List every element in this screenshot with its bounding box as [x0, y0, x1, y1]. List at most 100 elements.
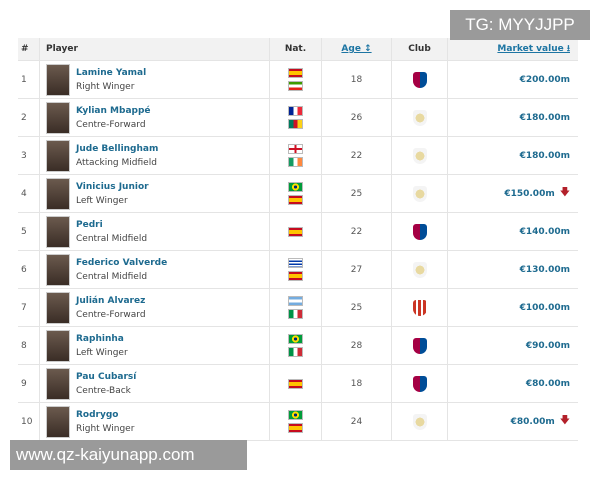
flag-italy-icon — [288, 309, 303, 319]
club-cell[interactable] — [392, 61, 448, 98]
market-value-link[interactable]: €200.00m — [519, 74, 570, 85]
flag-france-icon — [288, 106, 303, 116]
club-cell[interactable] — [392, 251, 448, 288]
player-avatar[interactable] — [46, 291, 70, 324]
rank: 9 — [18, 365, 40, 402]
player-position: Right Winger — [76, 423, 135, 434]
player-name-link[interactable]: Rodrygo — [76, 409, 119, 420]
flag-brazil-icon — [288, 410, 303, 420]
player-name-link[interactable]: Pau Cubarsí — [76, 371, 137, 382]
club-cell[interactable] — [392, 213, 448, 250]
nationality-cell — [270, 403, 322, 440]
market-value-cell: €130.00m — [448, 251, 578, 288]
player-cell: Kylian Mbappé Centre-Forward — [40, 99, 270, 136]
market-value-link[interactable]: €180.00m — [519, 112, 570, 123]
player-position: Centre-Back — [76, 385, 131, 396]
club-crest-barcelona-icon[interactable] — [412, 223, 427, 240]
player-avatar[interactable] — [46, 177, 70, 210]
age: 28 — [322, 327, 392, 364]
header-club: Club — [392, 38, 448, 60]
club-cell[interactable] — [392, 175, 448, 212]
rank: 4 — [18, 175, 40, 212]
club-crest-barcelona-icon[interactable] — [412, 375, 427, 392]
header-age[interactable]: Age ↕ — [322, 38, 392, 60]
flag-argentina-icon — [288, 296, 303, 306]
market-value-link[interactable]: €180.00m — [519, 150, 570, 161]
table-row: 2 Kylian Mbappé Centre-Forward 26 €180.0… — [18, 99, 578, 137]
age: 18 — [322, 61, 392, 98]
player-avatar[interactable] — [46, 63, 70, 96]
market-value-link[interactable]: €80.00m — [525, 378, 570, 389]
club-crest-barcelona-icon[interactable] — [412, 337, 427, 354]
club-cell[interactable] — [392, 137, 448, 174]
club-cell[interactable] — [392, 365, 448, 402]
sort-market-value-link[interactable]: Market value ⭳ — [497, 44, 570, 54]
market-value-cell: €80.00m — [448, 365, 578, 402]
arrow-down-icon: 🡇 — [559, 187, 570, 198]
player-position: Right Winger — [76, 81, 135, 92]
sort-age-link[interactable]: Age ↕ — [341, 44, 372, 54]
player-avatar[interactable] — [46, 329, 70, 362]
watermark-bottom: www.qz-kaiyunapp.com — [10, 440, 247, 470]
market-value-link[interactable]: €130.00m — [519, 264, 570, 275]
player-name-link[interactable]: Pedri — [76, 219, 103, 230]
age: 22 — [322, 213, 392, 250]
player-avatar[interactable] — [46, 215, 70, 248]
club-crest-real-madrid-icon[interactable] — [412, 109, 427, 126]
player-name-link[interactable]: Raphinha — [76, 333, 124, 344]
flag-spain-icon — [288, 378, 303, 389]
market-value-link[interactable]: €80.00m — [510, 416, 555, 427]
flag-spain-icon — [288, 271, 303, 281]
flag-spain-icon — [288, 68, 303, 78]
club-crest-barcelona-icon[interactable] — [412, 71, 427, 88]
age: 25 — [322, 175, 392, 212]
table-row: 7 Julián Alvarez Centre-Forward 25 €100.… — [18, 289, 578, 327]
player-name-link[interactable]: Federico Valverde — [76, 257, 168, 268]
player-name-link[interactable]: Jude Bellingham — [76, 143, 159, 154]
market-value-link[interactable]: €90.00m — [525, 340, 570, 351]
club-cell[interactable] — [392, 289, 448, 326]
flag-uruguay-icon — [288, 258, 303, 268]
player-avatar[interactable] — [46, 253, 70, 286]
club-cell[interactable] — [392, 327, 448, 364]
flag-spain-icon — [288, 226, 303, 237]
rank: 7 — [18, 289, 40, 326]
club-crest-real-madrid-icon[interactable] — [412, 147, 427, 164]
player-position: Left Winger — [76, 195, 128, 206]
player-name-link[interactable]: Julián Alvarez — [76, 295, 146, 306]
nationality-cell — [270, 213, 322, 250]
player-avatar[interactable] — [46, 405, 70, 438]
club-crest-real-madrid-icon[interactable] — [412, 413, 427, 430]
table-row: 5 Pedri Central Midfield 22 €140.00m — [18, 213, 578, 251]
flag-cameroon-icon — [288, 119, 303, 129]
club-cell[interactable] — [392, 403, 448, 440]
club-cell[interactable] — [392, 99, 448, 136]
market-value-link[interactable]: €100.00m — [519, 302, 570, 313]
player-name-link[interactable]: Vinicius Junior — [76, 181, 149, 192]
market-value-link[interactable]: €150.00m — [504, 188, 555, 199]
player-avatar[interactable] — [46, 101, 70, 134]
player-cell: Raphinha Left Winger — [40, 327, 270, 364]
rank: 5 — [18, 213, 40, 250]
rank: 3 — [18, 137, 40, 174]
rank: 1 — [18, 61, 40, 98]
header-market-value[interactable]: Market value ⭳ — [448, 38, 578, 60]
club-crest-real-madrid-icon[interactable] — [412, 261, 427, 278]
club-crest-real-madrid-icon[interactable] — [412, 185, 427, 202]
player-name-link[interactable]: Lamine Yamal — [76, 67, 147, 78]
flag-england-icon — [288, 144, 303, 154]
club-crest-atletico-madrid-icon[interactable] — [412, 299, 427, 316]
age: 26 — [322, 99, 392, 136]
market-value-cell: €180.00m — [448, 137, 578, 174]
player-avatar[interactable] — [46, 139, 70, 172]
flag-equatorial-guinea-icon — [288, 81, 303, 91]
age: 27 — [322, 251, 392, 288]
table-row: 9 Pau Cubarsí Centre-Back 18 €80.00m — [18, 365, 578, 403]
player-avatar[interactable] — [46, 367, 70, 400]
player-cell: Vinicius Junior Left Winger — [40, 175, 270, 212]
market-value-link[interactable]: €140.00m — [519, 226, 570, 237]
flag-brazil-icon — [288, 182, 303, 192]
player-name-link[interactable]: Kylian Mbappé — [76, 105, 151, 116]
age: 25 — [322, 289, 392, 326]
player-cell: Pau Cubarsí Centre-Back — [40, 365, 270, 402]
